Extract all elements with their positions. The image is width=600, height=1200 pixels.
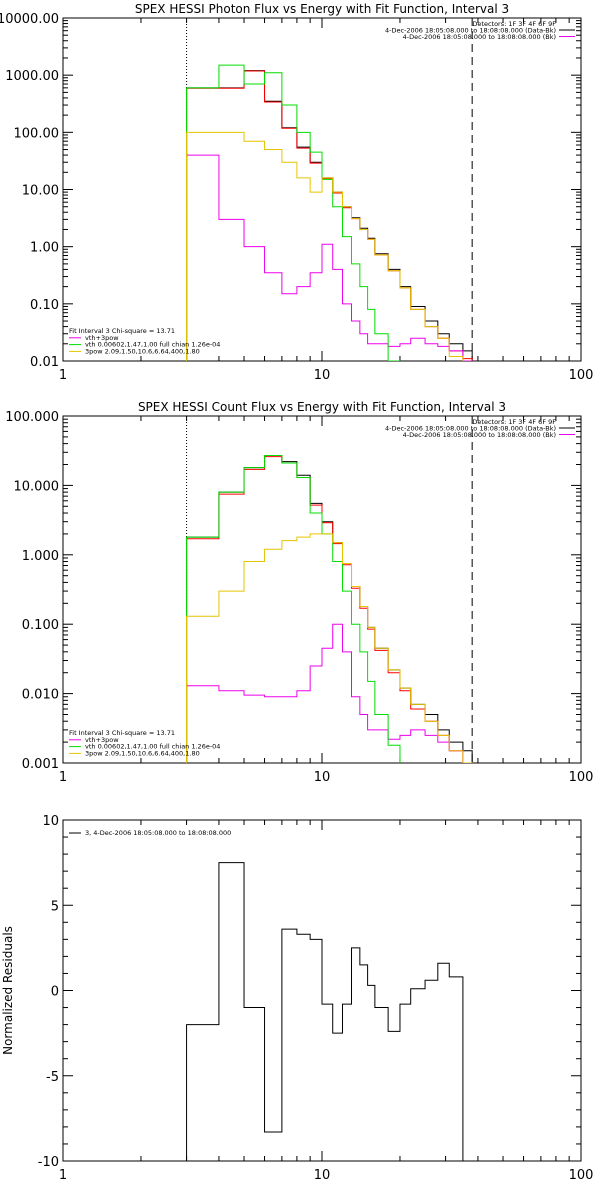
y-tick-label: 1000.00 [5,69,59,84]
x-tick-label: 10 [314,770,331,785]
x-tick-label: 1 [59,1168,67,1183]
legend-line: vth 0.00602,1.47,1.00 full chian 1.26e-0… [85,743,220,751]
y-tick-label: 1.00 [30,241,59,256]
series-data-bk [186,70,473,361]
chart-title: SPEX HESSI Photon Flux vs Energy with Fi… [135,2,509,16]
series-residuals [186,862,473,1161]
legend-line: vth+3pow [85,334,119,342]
y-tick-label: 5 [51,899,59,914]
chart-title: SPEX HESSI Count Flux vs Energy with Fit… [138,400,506,414]
series-group [186,454,473,763]
y-tick-label: 100.00 [14,126,60,141]
info-line: 4-Dec-2006 18:05:08.000 to 18:08:08.000 … [403,33,556,41]
series-data [186,70,473,361]
legend-line: 3, 4-Dec-2006 18:05:08.000 to 18:08:08.0… [85,829,231,837]
residuals-panel: Normalized Residuals 1 10 100 10 5 0 -5 -10 3, 4-… [1,814,594,1183]
legend-line: vth 0.00602,1.47,1.00 full chian 1.26e-0… [85,341,220,349]
series-vth [186,64,401,361]
y-tick-label: 0.100 [22,618,59,633]
series-data [186,454,473,763]
legend-line: 3pow 2.09,1.50,10.6,6.64,400,1.80 [85,749,200,757]
series-group [186,862,473,1161]
y-tick-label: 10000.00 [0,12,59,27]
series-data-bk [186,456,473,763]
y-tick-label: 0 [51,985,59,1000]
y-tick-label: 0.001 [22,757,59,772]
y-tick-label: 0.10 [30,298,59,313]
info-line: 4-Dec-2006 18:05:08.000 to 18:08:08.000 … [385,425,556,433]
legend-line: 3pow 2.09,1.50,10.6,6.64,400,1.80 [85,347,200,355]
series-vth-3pow [186,623,473,763]
y-tick-label: 0.01 [30,355,59,370]
legend-line: Fit Interval 3 Chi-square = 13.71 [69,327,175,335]
x-tick-label: 100 [569,1168,594,1183]
info-line: 4-Dec-2006 18:05:08.000 to 18:08:08.000 … [403,431,556,439]
legend-line: Fit Interval 3 Chi-square = 13.71 [69,729,175,737]
info-line: Detectors: 1F 3F 4F 6F 9F [472,20,556,28]
x-tick-label: 1 [59,770,67,785]
plot-frame [62,415,582,764]
legend-line: vth+3pow [85,736,119,744]
series-3pow [186,533,473,763]
series-3pow [186,131,464,361]
series-vth-3pow [186,154,473,361]
info-line: Detectors: 1F 3F 4F 6F 9F [472,418,556,426]
count-flux-panel: SPEX HESSI Count Flux vs Energy with Fit… [5,400,594,785]
y-tick-label: -5 [46,1070,59,1085]
photon-flux-panel: SPEX HESSI Photon Flux vs Energy with Fi… [0,2,594,383]
series-group [186,64,473,361]
x-tick-label: 100 [569,770,594,785]
x-tick-label: 10 [314,368,331,383]
info-line: 4-Dec-2006 18:05:08.000 to 18:08:08.000 … [385,27,556,35]
x-tick-label: 100 [569,368,594,383]
y-axis-label: Normalized Residuals [1,926,15,1055]
x-tick-label: 1 [59,368,67,383]
y-tick-label: 100.000 [5,410,59,425]
x-tick-label: 10 [314,1168,331,1183]
y-tick-label: 10.00 [22,184,59,199]
y-tick-label: 10 [42,814,59,829]
series-vth [186,454,401,763]
y-tick-label: 0.010 [22,688,59,703]
y-tick-label: 10.000 [14,479,60,494]
y-tick-label: 1.000 [22,549,59,564]
y-tick-label: -10 [38,1155,59,1170]
